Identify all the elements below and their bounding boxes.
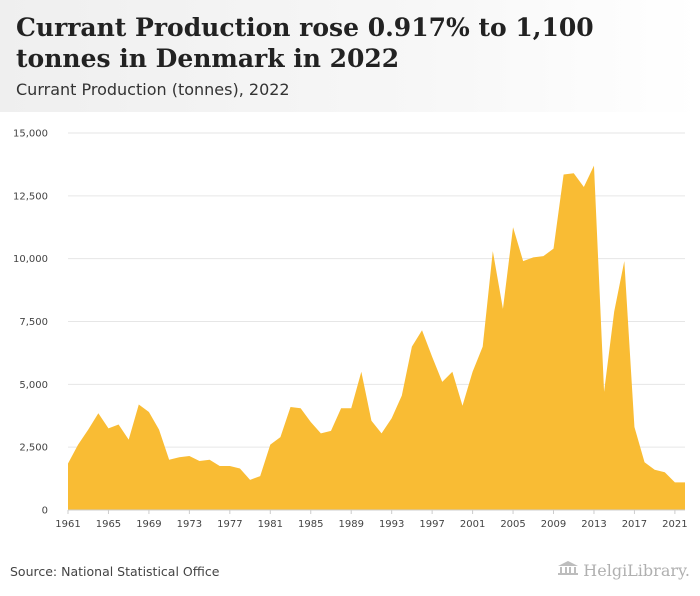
data-point (340, 407, 343, 410)
data-point (67, 462, 70, 465)
y-tick-label: 12,500 (13, 191, 48, 202)
data-point (158, 428, 161, 431)
x-tick-label: 1993 (379, 519, 404, 530)
data-point (552, 247, 555, 250)
x-tick-label: 1985 (298, 519, 323, 530)
data-point (299, 407, 302, 410)
data-point (249, 478, 252, 481)
y-tick-label: 2,500 (19, 443, 48, 454)
x-tick-label: 2009 (541, 519, 566, 530)
data-point (410, 345, 413, 348)
y-tick-label: 10,000 (13, 254, 48, 265)
data-point (542, 255, 545, 258)
data-point (431, 355, 434, 358)
data-point (269, 443, 272, 446)
data-point (653, 468, 656, 471)
data-point (562, 173, 565, 176)
x-tick-label: 1961 (55, 519, 80, 530)
data-point (522, 260, 525, 263)
library-building-icon (557, 560, 579, 581)
data-point (188, 454, 191, 457)
data-point (481, 345, 484, 348)
data-point (87, 428, 90, 431)
x-tick-label: 1989 (338, 519, 363, 530)
data-point (178, 456, 181, 459)
x-tick-label: 2001 (460, 519, 485, 530)
data-point (168, 458, 171, 461)
data-point (319, 432, 322, 435)
source-note: Source: National Statistical Office (10, 564, 220, 579)
data-point (350, 407, 353, 410)
y-tick-label: 5,000 (19, 380, 48, 391)
data-point (259, 475, 262, 478)
data-point (117, 423, 120, 426)
chart-subtitle: Currant Production (tonnes), 2022 (16, 80, 290, 99)
data-point (663, 471, 666, 474)
area-chart: 0 2,500 5,000 7,500 10,000 12,500 15,000 1961 19… (13, 129, 688, 531)
data-point (532, 256, 535, 259)
data-point (107, 427, 110, 430)
chart-title: Currant Production rose 0.917% to 1,100 … (16, 13, 594, 73)
x-tick-label: 2017 (622, 519, 647, 530)
data-point (461, 404, 464, 407)
x-tick-label: 1981 (258, 519, 283, 530)
x-tick-label: 1977 (217, 519, 242, 530)
data-point (441, 380, 444, 383)
data-point (289, 405, 292, 408)
data-point (582, 186, 585, 189)
logo-text: HelgiLibrary. (583, 561, 690, 580)
data-point (127, 438, 130, 441)
data-point (137, 403, 140, 406)
data-point (279, 436, 282, 439)
data-point (623, 260, 626, 263)
data-point (147, 410, 150, 413)
data-point (380, 432, 383, 435)
data-point (77, 443, 80, 446)
data-point (97, 412, 100, 415)
data-point (451, 370, 454, 373)
x-tick-label: 2013 (581, 519, 606, 530)
data-point (491, 250, 494, 253)
data-point (592, 164, 595, 167)
data-point (673, 481, 676, 484)
data-point (633, 426, 636, 429)
data-point (360, 370, 363, 373)
data-point (329, 429, 332, 432)
data-point (228, 465, 231, 468)
data-point (512, 226, 515, 229)
y-tick-label: 0 (42, 506, 48, 517)
data-point (643, 461, 646, 464)
x-tick-label: 1973 (177, 519, 202, 530)
x-tick-label: 1969 (136, 519, 161, 530)
header: Currant Production rose 0.917% to 1,100 … (0, 0, 700, 112)
y-tick-label: 15,000 (13, 129, 48, 140)
data-point (198, 459, 201, 462)
data-point (370, 419, 373, 422)
data-point (238, 467, 241, 470)
data-point (421, 329, 424, 332)
x-tick-label: 1997 (419, 519, 444, 530)
data-point (613, 310, 616, 313)
data-point (400, 394, 403, 397)
x-tick-label: 1965 (96, 519, 121, 530)
data-point (309, 421, 312, 424)
y-tick-label: 7,500 (19, 317, 48, 328)
data-point (390, 417, 393, 420)
helgi-library-logo: HelgiLibrary. (557, 560, 690, 581)
area-series (68, 165, 685, 511)
data-point (684, 481, 687, 484)
data-point (218, 465, 221, 468)
data-point (572, 172, 575, 175)
data-point (471, 370, 474, 373)
x-tick-label: 2021 (662, 519, 687, 530)
data-point (208, 458, 211, 461)
data-point (501, 307, 504, 310)
x-tick-label: 2005 (500, 519, 525, 530)
data-point (603, 390, 606, 393)
